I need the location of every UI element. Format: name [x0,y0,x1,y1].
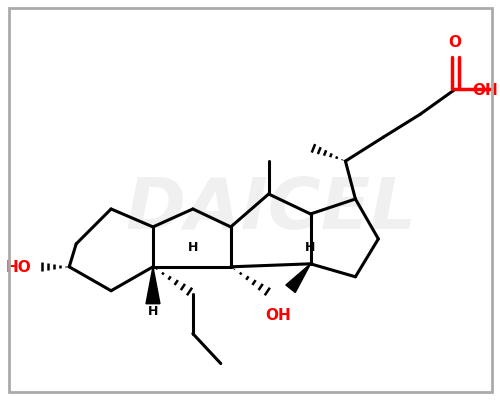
Polygon shape [286,264,310,293]
Text: DAICEL: DAICEL [125,175,416,244]
Text: OH: OH [266,307,291,322]
Text: O: O [448,35,462,50]
Text: H: H [148,304,158,318]
Text: HO: HO [6,260,32,275]
Text: H: H [188,241,198,254]
Text: H: H [306,241,316,254]
Text: OH: OH [472,83,498,97]
Polygon shape [146,267,160,304]
